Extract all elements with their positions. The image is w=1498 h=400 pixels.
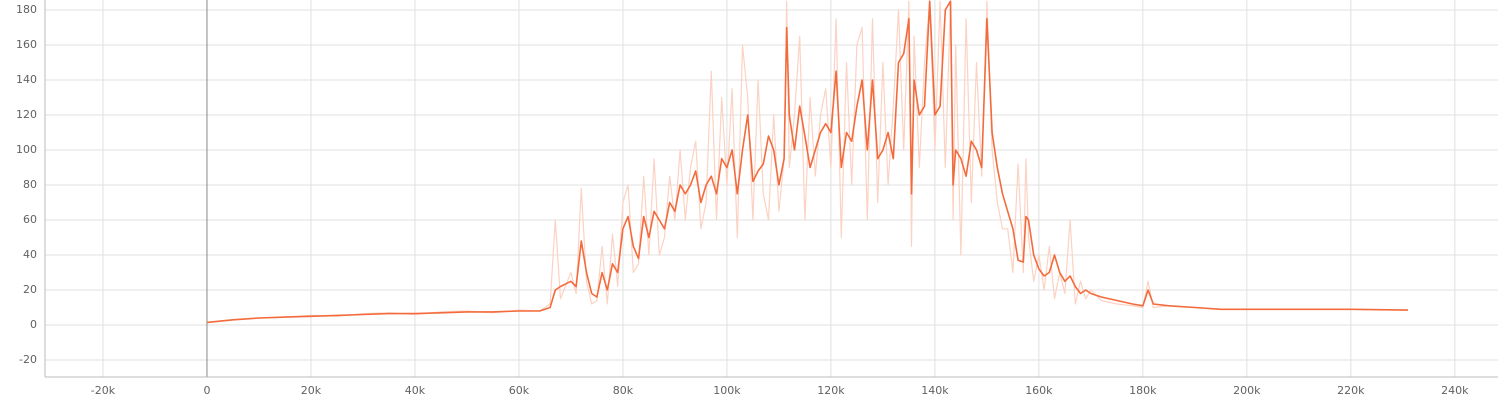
y-tick-label: 160 bbox=[16, 38, 37, 51]
y-tick-label: 120 bbox=[16, 108, 37, 121]
y-tick-label: 20 bbox=[23, 283, 37, 296]
y-tick-label: -20 bbox=[19, 353, 37, 366]
x-tick-label: 60k bbox=[509, 384, 530, 397]
x-tick-label: 0 bbox=[203, 384, 210, 397]
series-line bbox=[206, 0, 1409, 324]
y-tick-label: 0 bbox=[30, 318, 37, 331]
x-tick-label: 120k bbox=[817, 384, 845, 397]
x-tick-label: 100k bbox=[713, 384, 741, 397]
y-tick-label: 180 bbox=[16, 3, 37, 16]
x-tick-label: 140k bbox=[921, 384, 949, 397]
x-tick-label: 40k bbox=[405, 384, 426, 397]
y-tick-label: 60 bbox=[23, 213, 37, 226]
x-tick-label: 220k bbox=[1337, 384, 1365, 397]
x-tick-label: 160k bbox=[1025, 384, 1053, 397]
series-line bbox=[206, 0, 1409, 323]
y-tick-label: 80 bbox=[23, 178, 37, 191]
x-tick-label: 20k bbox=[301, 384, 322, 397]
y-tick-label: 140 bbox=[16, 73, 37, 86]
y-tick-label: 100 bbox=[16, 143, 37, 156]
x-tick-label: 200k bbox=[1233, 384, 1261, 397]
x-tick-label: 80k bbox=[613, 384, 634, 397]
x-tick-label: -20k bbox=[91, 384, 116, 397]
x-tick-label: 180k bbox=[1129, 384, 1157, 397]
y-tick-label: 40 bbox=[23, 248, 37, 261]
x-tick-label: 240k bbox=[1441, 384, 1469, 397]
